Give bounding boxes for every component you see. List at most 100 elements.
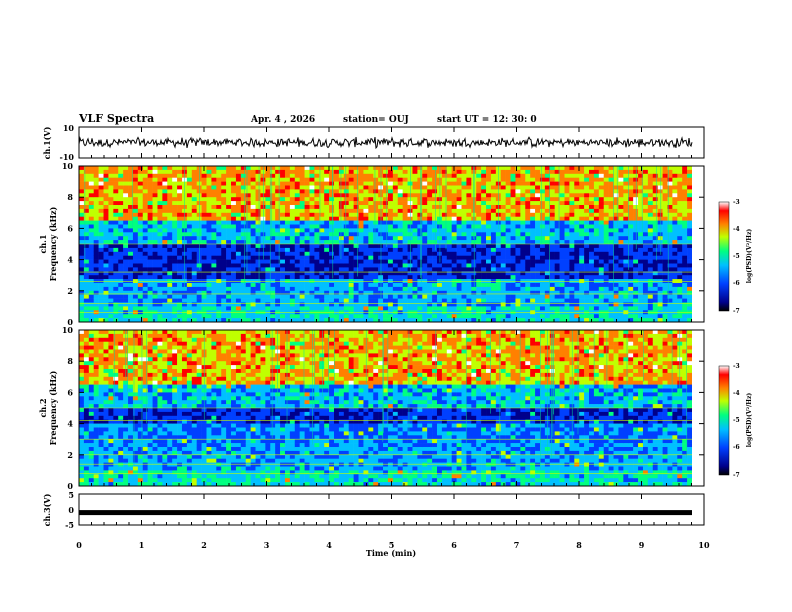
spectrogram-cell: [559, 224, 565, 229]
spectrogram-cell: [383, 263, 389, 268]
spectrogram-cell: [647, 271, 654, 276]
spectrogram-cell: [682, 259, 688, 264]
spectrogram-cell: [280, 169, 286, 175]
spectrogram-cell: [638, 244, 644, 249]
spectrogram-cell: [334, 275, 340, 280]
spectrogram-cell: [495, 232, 502, 237]
spectrogram-cell: [569, 259, 575, 264]
spectrogram-cell: [172, 267, 178, 272]
spectrogram-cell: [275, 228, 281, 233]
spectrogram-cell: [255, 189, 261, 194]
spectrogram-cell: [554, 232, 560, 237]
spectrogram-cell: [275, 294, 281, 299]
spectrogram-cell: [589, 205, 595, 210]
spectrogram-cell: [603, 302, 609, 307]
spectrogram-cell: [427, 240, 433, 245]
spectrogram-cell: [642, 220, 649, 225]
spectrogram-cell: [329, 290, 335, 295]
spectrogram-cell: [598, 228, 605, 233]
spectrogram-cell: [383, 286, 389, 292]
spectrogram-cell: [495, 259, 502, 264]
spectrogram-cell: [167, 232, 173, 237]
spectrogram-cell: [211, 228, 217, 233]
spectrogram-cell: [672, 205, 678, 210]
spectrogram-cell: [147, 286, 153, 292]
spectrogram-cell: [265, 259, 271, 264]
spectrogram-cell: [338, 240, 345, 245]
spectrogram-cell: [535, 275, 541, 280]
spectrogram-cell: [132, 290, 139, 295]
spectrogram-cell: [373, 177, 379, 182]
spectrogram-cell: [79, 255, 85, 260]
spectrogram-cell: [456, 271, 462, 276]
spectrogram-cell: [520, 197, 526, 202]
spectrogram-cell: [667, 306, 673, 311]
spectrogram-cell: [486, 232, 492, 237]
spectrogram-cell: [569, 298, 575, 303]
spectrogram-cell: [162, 302, 168, 307]
spectrogram-cell: [137, 306, 144, 311]
spectrogram-cell: [618, 314, 624, 319]
spectrogram-cell: [83, 212, 90, 217]
spectrogram-cell: [275, 318, 281, 323]
spectrogram-cell: [412, 166, 418, 171]
spectrogram-cell: [363, 251, 369, 256]
spectrogram-cell: [172, 212, 178, 217]
spectrogram-cell: [93, 263, 99, 268]
spectrogram-cell: [137, 298, 144, 303]
spectrogram-cell: [456, 189, 462, 194]
spectrogram-cell: [147, 244, 153, 249]
spectrogram-cell: [598, 247, 605, 253]
spectrogram-cell: [348, 302, 354, 307]
spectrogram-cell: [535, 286, 541, 292]
spectrogram-cell: [284, 263, 291, 268]
spectrogram-cell: [397, 166, 403, 171]
spectrogram-cell: [383, 290, 389, 295]
spectrogram-cell: [338, 205, 345, 210]
spectrogram-cell: [319, 193, 325, 198]
spectrogram-cell: [417, 267, 423, 272]
spectrogram-cell: [417, 271, 423, 276]
spectrogram-cell: [113, 255, 119, 260]
spectrogram-cell: [186, 290, 193, 295]
spectrogram-cell: [280, 318, 286, 323]
spectrogram-cell: [343, 244, 350, 249]
spectrogram-cell: [490, 290, 497, 295]
spectrogram-cell: [486, 302, 492, 307]
spectrogram-cell: [466, 259, 472, 264]
spectrogram-cell: [642, 255, 649, 260]
spectrogram-cell: [113, 314, 119, 319]
spectrogram-cell: [88, 263, 95, 268]
spectrogram-cell: [677, 228, 683, 233]
spectrogram-cell: [93, 294, 99, 299]
spectrogram-cell: [240, 197, 247, 202]
spectrogram-cell: [657, 236, 663, 241]
spectrogram-cell: [231, 247, 237, 253]
spectrogram-cell: [314, 181, 320, 186]
spectrogram-cell: [505, 306, 511, 311]
spectrogram-cell: [569, 294, 575, 299]
spectrogram-cell: [348, 169, 354, 175]
spectrogram-cell: [172, 205, 178, 210]
spectrogram-cell: [211, 271, 217, 276]
spectrogram-cell: [368, 240, 374, 245]
spectrogram-cell: [549, 228, 555, 233]
spectrogram-cell: [559, 212, 565, 217]
spectrogram-cell: [329, 220, 335, 225]
spectrogram-cell: [113, 263, 119, 268]
spectrogram-cell: [427, 189, 433, 194]
spectrogram-cell: [481, 290, 487, 295]
spectrogram-cell: [353, 251, 359, 256]
spectrogram-cell: [299, 177, 305, 182]
spectrogram-cell: [481, 283, 487, 288]
spectrogram-cell: [584, 173, 590, 178]
spectrogram-cell: [211, 267, 217, 272]
spectrogram-cell: [589, 247, 595, 253]
spectrogram-cell: [245, 212, 251, 217]
spectrogram-cell: [118, 271, 124, 276]
spectrogram-cell: [402, 212, 408, 217]
spectrogram-cell: [515, 302, 521, 307]
spectrogram-cell: [368, 166, 374, 171]
spectrogram-cell: [123, 185, 129, 190]
spectrogram-cell: [549, 283, 555, 288]
